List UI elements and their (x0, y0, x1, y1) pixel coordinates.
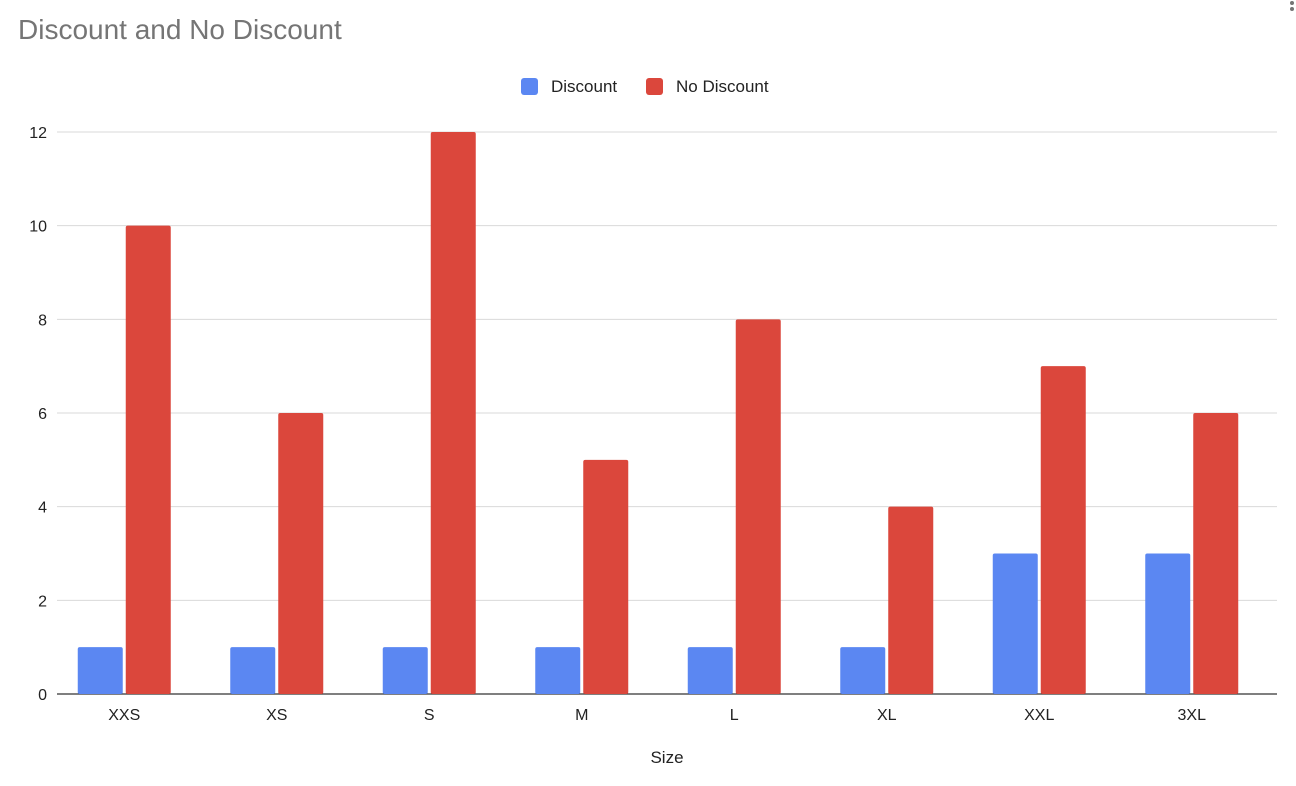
x-tick-label: XS (266, 707, 287, 724)
y-tick-label: 2 (38, 593, 47, 610)
y-tick-label: 6 (38, 406, 47, 423)
bar-no-discount-l[interactable] (735, 319, 781, 694)
x-tick-label: S (424, 707, 435, 724)
y-tick-label: 4 (38, 500, 47, 517)
bar-no-discount-xxs[interactable] (125, 225, 171, 694)
y-tick-label: 8 (38, 312, 47, 329)
legend-label-no-discount[interactable]: No Discount (676, 77, 769, 96)
x-axis-ticks: XXS XS S M L XL XXL 3XL (108, 707, 1206, 724)
bar-no-discount-xl[interactable] (888, 506, 934, 694)
bar-discount-xl[interactable] (840, 647, 886, 694)
bar-discount-xxl[interactable] (992, 553, 1038, 695)
bar-discount-l[interactable] (687, 647, 733, 694)
x-tick-label: L (730, 707, 739, 724)
x-axis-label: Size (650, 748, 683, 767)
bar-discount-xxs[interactable] (77, 647, 123, 694)
more-options-icon[interactable] (1290, 0, 1296, 16)
legend-label-discount[interactable]: Discount (551, 77, 617, 96)
bars (77, 132, 1239, 695)
bar-no-discount-xs[interactable] (278, 413, 324, 694)
legend: Discount No Discount (521, 77, 769, 96)
bar-discount-3xl[interactable] (1145, 553, 1191, 695)
bar-no-discount-3xl[interactable] (1193, 413, 1239, 694)
bar-no-discount-s[interactable] (430, 132, 476, 694)
x-tick-label: M (575, 707, 588, 724)
legend-swatch-discount (521, 78, 538, 95)
legend-swatch-no-discount (646, 78, 663, 95)
gridlines (57, 131, 1277, 695)
x-tick-label: XXS (108, 707, 140, 724)
x-tick-label: XXL (1024, 707, 1054, 724)
bar-discount-s[interactable] (382, 647, 428, 694)
bar-discount-xs[interactable] (230, 647, 276, 694)
x-tick-label: XL (877, 707, 897, 724)
y-tick-label: 10 (29, 219, 47, 236)
chart-title: Discount and No Discount (18, 14, 342, 45)
y-tick-label: 0 (38, 687, 47, 704)
bar-no-discount-xxl[interactable] (1040, 366, 1086, 694)
bar-no-discount-m[interactable] (583, 459, 629, 694)
y-tick-label: 12 (29, 125, 47, 142)
bar-discount-m[interactable] (535, 647, 581, 694)
y-axis-ticks: 0 2 4 6 8 10 12 (29, 125, 47, 704)
x-tick-label: 3XL (1178, 707, 1207, 724)
